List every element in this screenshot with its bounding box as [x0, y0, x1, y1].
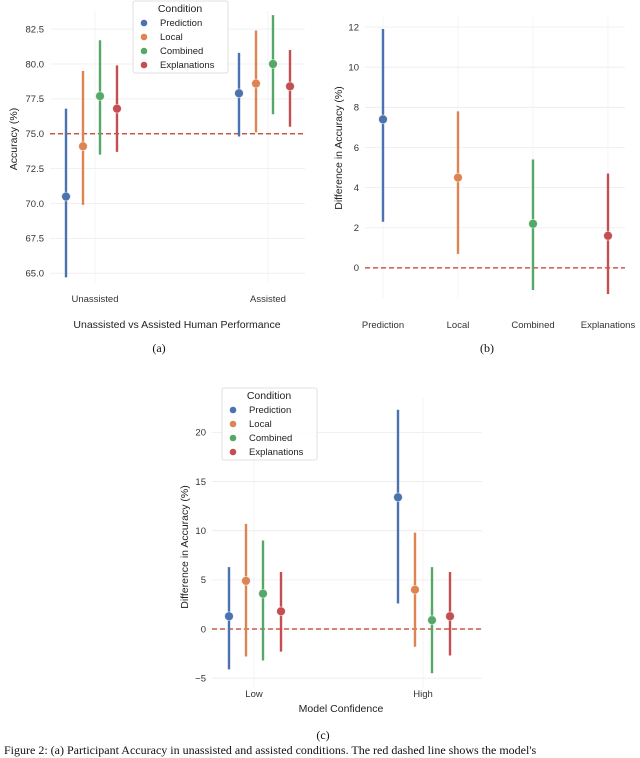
- legend-label-combined: Combined: [160, 46, 203, 57]
- legend-title: Condition: [158, 3, 203, 15]
- x-tick-label: Low: [245, 689, 263, 700]
- data-point-prediction: [393, 492, 403, 503]
- legend-marker-prediction: [229, 406, 237, 414]
- legend-marker-combined: [229, 434, 237, 442]
- data-point-local: [241, 576, 251, 586]
- legend: Condition Prediction Local Combined Explana…: [221, 387, 318, 461]
- y-tick-label: 67.5: [26, 234, 45, 245]
- legend-label-prediction: Prediction: [160, 18, 202, 29]
- chart-panel-c: −5 0 5 10 15 20 Low High Difference in Accuracy…: [179, 387, 482, 742]
- x-tick-label: Prediction: [362, 320, 404, 331]
- data-point-prediction: [224, 611, 234, 622]
- y-axis-label: Difference in Accuracy (%): [179, 485, 191, 609]
- legend-label-local: Local: [249, 419, 272, 430]
- y-tick-label: −5: [195, 673, 206, 684]
- legend-marker-combined: [140, 47, 148, 55]
- x-tick-label: Unassisted: [72, 294, 119, 305]
- y-axis-label: Accuracy (%): [8, 108, 20, 170]
- y-axis-label: Difference in Accuracy (%): [333, 86, 345, 210]
- legend-label-combined: Combined: [249, 433, 292, 444]
- x-tick-label: Explanations: [581, 320, 636, 331]
- y-tick-label: 6: [354, 143, 359, 154]
- legend-marker-explanations: [140, 61, 148, 69]
- y-tick-label: 10: [195, 526, 206, 537]
- data-point-combined: [258, 588, 268, 599]
- x-tick-label: Assisted: [250, 294, 286, 305]
- data-point-combined: [528, 218, 538, 229]
- y-tick-label: 82.5: [26, 24, 45, 35]
- y-tick-label: 72.5: [26, 164, 45, 175]
- data-point-prediction: [234, 88, 244, 99]
- legend-title: Condition: [247, 390, 292, 402]
- legend-marker-prediction: [140, 19, 148, 27]
- data-point-prediction: [61, 191, 71, 202]
- y-tick-label: 12: [348, 22, 359, 33]
- legend-marker-local: [140, 33, 148, 41]
- y-tick-label: 80.0: [26, 59, 45, 70]
- figure-caption: Figure 2: (a) Participant Accuracy in un…: [4, 743, 536, 757]
- data-point-local: [251, 78, 261, 89]
- data-point-local: [78, 141, 88, 152]
- y-tick-label: 20: [195, 428, 206, 439]
- y-tick-label: 10: [348, 62, 359, 73]
- y-tick-label: 70.0: [26, 199, 45, 210]
- y-tick-label: 4: [354, 183, 359, 194]
- data-point-local: [453, 172, 463, 183]
- y-tick-label: 5: [201, 575, 206, 586]
- legend-label-explanations: Explanations: [160, 60, 215, 71]
- data-point-combined: [427, 615, 437, 625]
- data-point-combined: [95, 91, 105, 101]
- data-point-combined: [268, 59, 278, 69]
- legend-marker-local: [229, 420, 237, 428]
- data-point-local: [410, 584, 420, 595]
- y-tick-label: 0: [201, 624, 206, 635]
- y-tick-label: 77.5: [26, 94, 45, 105]
- x-axis-label: Unassisted vs Assisted Human Performance: [73, 319, 280, 331]
- legend-frame: [221, 387, 318, 461]
- panel-label: (b): [480, 341, 494, 355]
- legend: Condition Prediction Local Combined Explana…: [132, 0, 229, 74]
- data-point-explanations: [276, 606, 286, 617]
- y-tick-label: 15: [195, 477, 206, 488]
- chart-panel-a: 65.0 67.5 70.0 72.5 75.0 77.5 80.0 82.5 Unassist…: [8, 0, 305, 355]
- legend-label-local: Local: [160, 32, 183, 43]
- y-tick-label: 65.0: [26, 269, 45, 280]
- data-point-explanations: [603, 230, 613, 241]
- y-tick-label: 0: [354, 263, 359, 274]
- x-tick-label: High: [413, 689, 433, 700]
- x-tick-label: Combined: [511, 320, 554, 331]
- legend-label-prediction: Prediction: [249, 405, 291, 416]
- legend-marker-explanations: [229, 448, 237, 456]
- y-tick-label: 2: [354, 223, 359, 234]
- panel-label: (c): [316, 728, 329, 742]
- data-point-explanations: [445, 611, 455, 622]
- data-point-explanations: [112, 103, 122, 114]
- legend-label-explanations: Explanations: [249, 447, 304, 458]
- x-axis-label: Model Confidence: [299, 703, 384, 715]
- legend-frame: [132, 0, 229, 74]
- chart-panel-b: 0 2 4 6 8 10 12 Prediction Local Combined Explanat…: [333, 17, 635, 355]
- panel-label: (a): [152, 341, 165, 355]
- y-tick-label: 8: [354, 103, 359, 114]
- x-tick-label: Local: [447, 320, 470, 331]
- y-tick-label: 75.0: [26, 129, 45, 140]
- data-point-explanations: [285, 81, 295, 92]
- data-point-prediction: [378, 114, 388, 125]
